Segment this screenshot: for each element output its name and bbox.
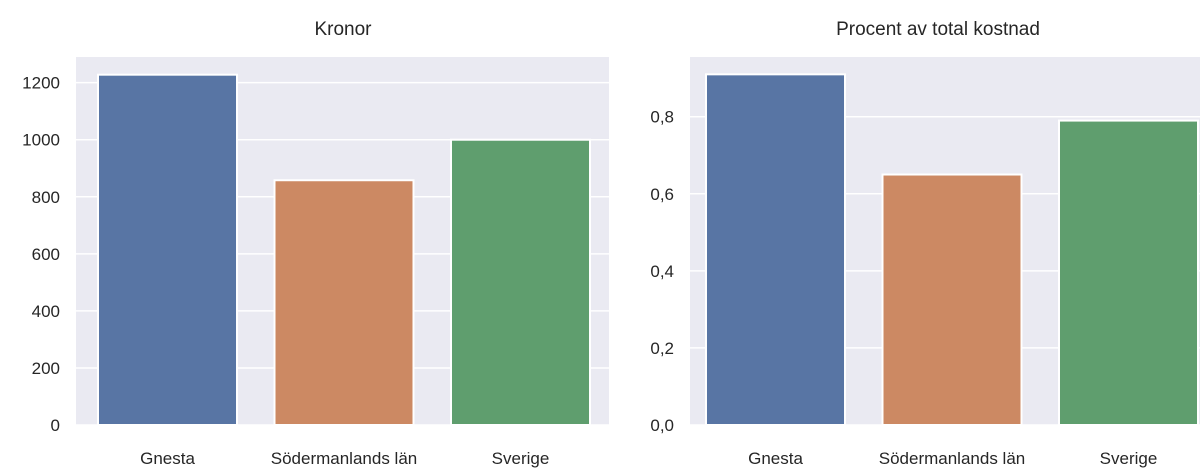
y-tick-label: 1000	[22, 131, 60, 150]
y-tick-label: 0,0	[650, 416, 674, 435]
bar-gnesta	[97, 73, 238, 426]
y-tick-label: 0,2	[650, 339, 674, 358]
y-tick-label: 0,8	[650, 108, 674, 127]
y-tick-label: 800	[32, 188, 60, 207]
bar-sverige	[1058, 119, 1199, 427]
bar-s-dermanlands-l-n	[881, 173, 1023, 426]
y-tick-label: 600	[32, 245, 60, 264]
x-tick-label: Gnesta	[140, 449, 195, 468]
y-tick-label: 200	[32, 359, 60, 378]
x-tick-label: Södermanlands län	[879, 449, 1025, 468]
y-tick-label: 0,4	[650, 262, 674, 281]
x-tick-label: Södermanlands län	[271, 449, 417, 468]
y-tick-label: 0	[51, 416, 60, 435]
bar-gnesta	[705, 73, 846, 427]
bar-sverige	[450, 138, 591, 427]
chart-title: Kronor	[314, 19, 372, 40]
x-tick-label: Sverige	[492, 449, 550, 468]
x-tick-label: Sverige	[1100, 449, 1158, 468]
chart-procent: 0,0 0,2 0,4 0,6 0,8 Gnesta Södermanlands län Sv…	[650, 19, 1200, 468]
y-tick-label: 1200	[22, 74, 60, 93]
y-tick-label: 400	[32, 302, 60, 321]
chart-kronor: 0 200 400 600 800 1000 1200 Gnesta Södermanlands…	[22, 19, 609, 468]
y-tick-label: 0,6	[650, 185, 674, 204]
bar-s-dermanlands-l-n	[273, 179, 415, 426]
chart-title: Procent av total kostnad	[836, 19, 1040, 40]
x-tick-label: Gnesta	[748, 449, 803, 468]
